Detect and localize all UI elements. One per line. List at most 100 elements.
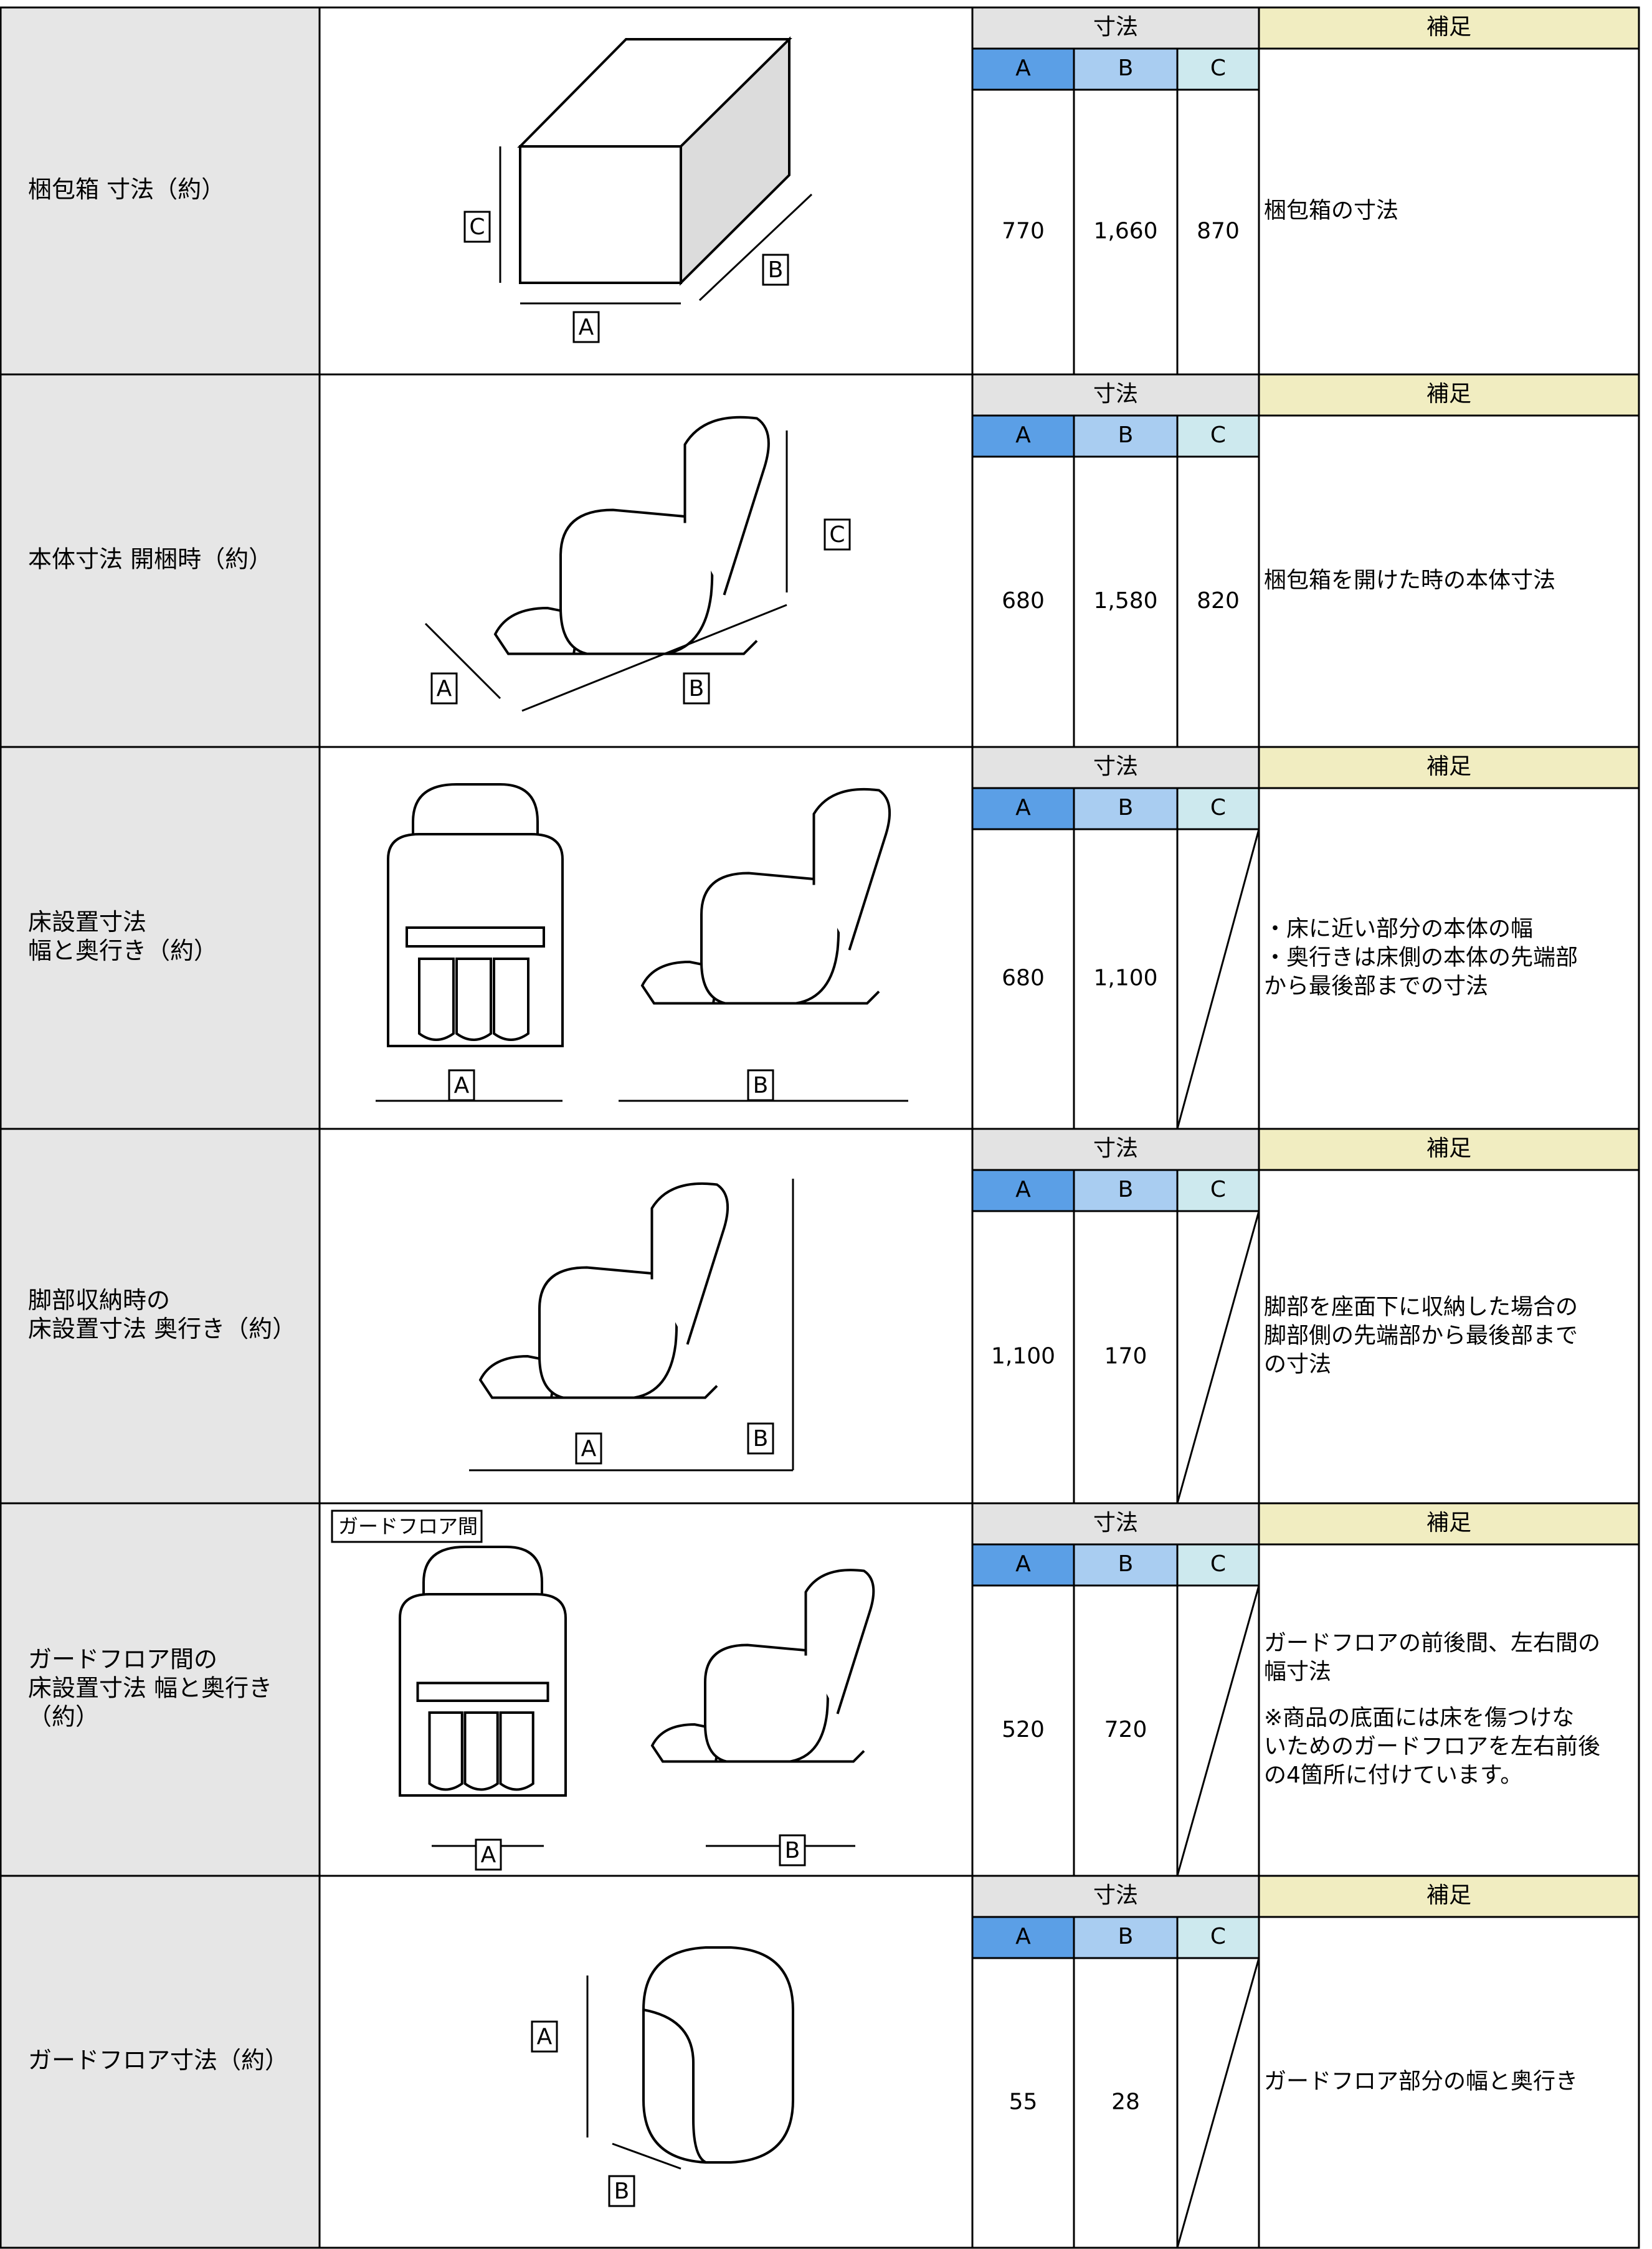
drawing-line bbox=[1176, 1210, 1260, 1504]
row-label: ガードフロア寸法（約） bbox=[28, 2047, 288, 2074]
value: 870 bbox=[1197, 219, 1240, 244]
row-label: 脚部収納時の bbox=[28, 1286, 170, 1314]
dimension-letter: C bbox=[469, 214, 485, 240]
column-head-text: A bbox=[1015, 795, 1031, 820]
note-header bbox=[1258, 6, 1640, 50]
value: 28 bbox=[1111, 2090, 1140, 2115]
row-label: ガードフロア間の bbox=[28, 1646, 217, 1673]
dimension-letter-box bbox=[575, 1432, 602, 1465]
note-cell bbox=[1258, 1543, 1640, 1877]
column-head bbox=[1073, 1543, 1179, 1587]
label-cell bbox=[0, 373, 321, 748]
value: 1,660 bbox=[1093, 219, 1157, 244]
value-cell bbox=[971, 455, 1075, 748]
drawing-shape bbox=[643, 2009, 707, 2164]
column-head-text: B bbox=[1118, 55, 1134, 81]
drawing-line bbox=[612, 2142, 681, 2170]
dimension-letter: A bbox=[454, 1073, 470, 1098]
note-header-text: 補足 bbox=[1427, 754, 1471, 779]
dimension-letter-box bbox=[475, 1838, 502, 1871]
dimension-letter-box bbox=[430, 672, 458, 705]
value: 680 bbox=[1002, 588, 1045, 614]
drawing-line bbox=[1176, 1585, 1260, 1876]
drawing-shape bbox=[559, 508, 714, 655]
dimension-letter: B bbox=[753, 1073, 769, 1098]
note-header-text: 補足 bbox=[1427, 381, 1471, 407]
value: 770 bbox=[1002, 219, 1045, 244]
value-cell bbox=[1073, 1584, 1179, 1877]
drawing-shape bbox=[455, 958, 492, 1041]
note-text: の4箇所に付けています。 bbox=[1264, 1762, 1522, 1788]
note-header bbox=[1258, 1502, 1640, 1546]
row-label: （約） bbox=[28, 1703, 99, 1731]
dimension-letter: A bbox=[481, 1842, 496, 1868]
dims-header-text: 寸法 bbox=[1093, 1136, 1138, 1161]
drawing-shape bbox=[519, 145, 682, 284]
drawing-shape bbox=[650, 1723, 723, 1763]
label-cell bbox=[0, 6, 321, 376]
column-head-text: C bbox=[1210, 1924, 1226, 1949]
column-head bbox=[1073, 1169, 1179, 1212]
note-text: ガードフロアの前後間、左右間の bbox=[1264, 1630, 1600, 1656]
dimension-letter-box bbox=[747, 1422, 774, 1455]
value: 1,580 bbox=[1093, 588, 1157, 614]
note-header-text: 補足 bbox=[1427, 1510, 1471, 1536]
note-cell bbox=[1258, 1916, 1640, 2249]
note-text: 脚部側の先端部から最後部まで bbox=[1264, 1323, 1578, 1349]
drawing-shape bbox=[478, 1354, 559, 1399]
dimension-letter-box bbox=[572, 311, 600, 343]
column-head bbox=[971, 414, 1075, 458]
value: 1,100 bbox=[991, 1344, 1055, 1369]
drawing-shape bbox=[695, 1750, 865, 1763]
value-cell bbox=[1176, 88, 1260, 376]
column-head-text: B bbox=[1118, 1177, 1134, 1202]
note-header-text: 補足 bbox=[1427, 1136, 1471, 1161]
dimension-letter-box bbox=[608, 2175, 635, 2207]
dimension-letter: C bbox=[829, 522, 845, 548]
drawing-shape bbox=[640, 960, 721, 1005]
column-head-text: B bbox=[1118, 1924, 1134, 1949]
note-cell bbox=[1258, 1169, 1640, 1505]
value-cell bbox=[1073, 1957, 1179, 2249]
note-text: 梱包箱の寸法 bbox=[1264, 198, 1398, 224]
value: 820 bbox=[1197, 588, 1240, 614]
note-text: ・奥行きは床側の本体の先端部 bbox=[1264, 945, 1578, 971]
drawing-shape bbox=[499, 1711, 534, 1791]
column-head-text: C bbox=[1210, 795, 1226, 820]
column-head bbox=[971, 1543, 1075, 1587]
dimension-letter: A bbox=[437, 676, 452, 701]
dims-header-text: 寸法 bbox=[1093, 1510, 1138, 1536]
dimension-letter-box bbox=[463, 211, 491, 243]
diagram-tag: ガードフロア間 bbox=[338, 1514, 478, 1538]
column-head-text: A bbox=[1015, 1551, 1031, 1577]
drawing-shape bbox=[399, 1593, 567, 1797]
value-cell bbox=[971, 1957, 1075, 2249]
drawing-shape bbox=[428, 1711, 463, 1791]
label-cell bbox=[0, 1875, 321, 2249]
dimension-letter-box bbox=[683, 672, 710, 705]
dimension-letter-box bbox=[448, 1069, 475, 1101]
value-cell bbox=[1176, 455, 1260, 748]
dims-header bbox=[971, 1502, 1260, 1546]
row-label: 床設置寸法 bbox=[28, 908, 146, 936]
column-head-text: C bbox=[1210, 1551, 1226, 1577]
dims-header bbox=[971, 1128, 1260, 1171]
drawing-shape bbox=[387, 833, 564, 1047]
value: 55 bbox=[1009, 2090, 1038, 2115]
note-header bbox=[1258, 1128, 1640, 1171]
value: 720 bbox=[1104, 1717, 1147, 1743]
dimension-letter-box bbox=[824, 518, 851, 551]
dimension-letter-box bbox=[762, 254, 789, 286]
dims-header bbox=[971, 373, 1260, 417]
note-header-text: 補足 bbox=[1427, 1883, 1471, 1908]
drawing-shape bbox=[690, 991, 880, 1005]
column-head-text: C bbox=[1210, 55, 1226, 81]
drawing-line bbox=[1176, 1957, 1260, 2248]
value: 680 bbox=[1002, 966, 1045, 991]
drawing-line bbox=[698, 193, 813, 302]
note-text: いためのガードフロアを左右前後 bbox=[1264, 1734, 1600, 1759]
column-head-text: B bbox=[1118, 1551, 1134, 1577]
column-head bbox=[1073, 1916, 1179, 1959]
note-text: の寸法 bbox=[1264, 1352, 1331, 1377]
drawing-line bbox=[1176, 829, 1260, 1129]
